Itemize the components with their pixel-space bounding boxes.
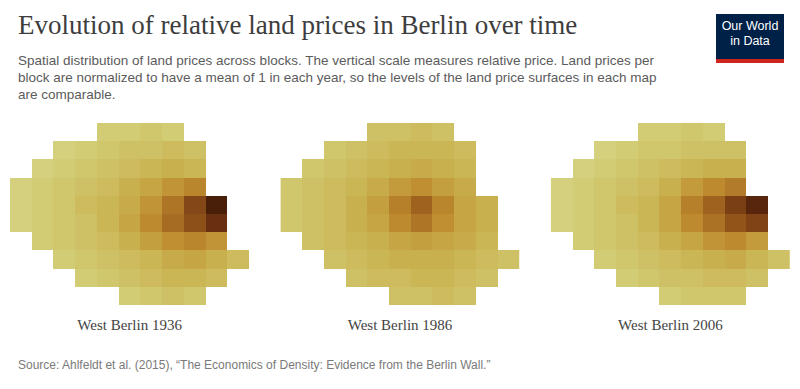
html-text:Our World: Our World bbox=[721, 19, 779, 33]
html-text:Evolution of relative land pri: Evolution of relative land prices in Ber… bbox=[18, 10, 578, 40]
svg-text:West Berlin 1936: West Berlin 1936 bbox=[77, 317, 182, 333]
svg-text:West Berlin 2006: West Berlin 2006 bbox=[618, 317, 723, 333]
html-text:in Data: in Data bbox=[730, 34, 770, 48]
html-text:Spatial distribution of land p: Spatial distribution of land prices acro… bbox=[18, 53, 657, 102]
html-text:Source: Ahlfeldt et al. (2015): Source: Ahlfeldt et al. (2015), “The Eco… bbox=[18, 358, 491, 372]
svg-text:West Berlin 1986: West Berlin 1986 bbox=[348, 317, 453, 333]
